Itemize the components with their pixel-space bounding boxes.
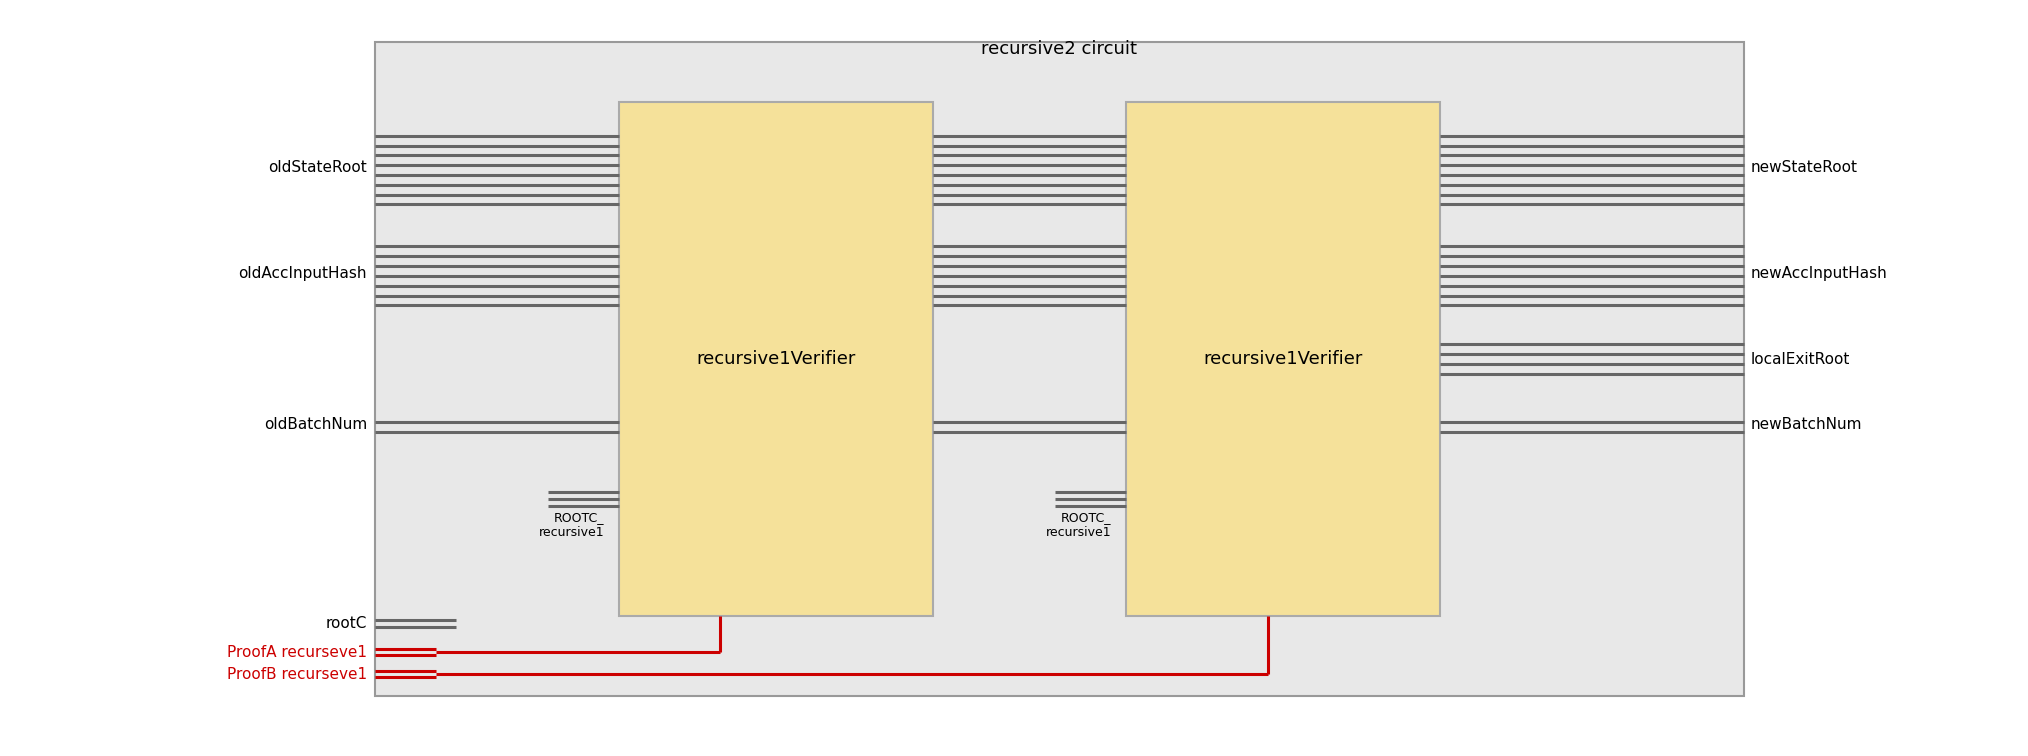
Text: recursive2 circuit: recursive2 circuit	[982, 40, 1136, 58]
Text: recursive1Verifier: recursive1Verifier	[1203, 350, 1363, 368]
Text: localExitRoot: localExitRoot	[1750, 352, 1850, 367]
Text: ProofB recurseve1: ProofB recurseve1	[227, 667, 367, 682]
Text: recursive1Verifier: recursive1Verifier	[696, 350, 856, 368]
Bar	[375, 42, 1744, 696]
Text: oldAccInputHash: oldAccInputHash	[239, 266, 367, 281]
Text: newStateRoot: newStateRoot	[1750, 160, 1858, 175]
Text: newAccInputHash: newAccInputHash	[1750, 266, 1886, 281]
Text: ROOTC_
recursive1: ROOTC_ recursive1	[1046, 511, 1111, 540]
Text: newBatchNum: newBatchNum	[1750, 417, 1862, 432]
Text: ROOTC_
recursive1: ROOTC_ recursive1	[539, 511, 604, 540]
Text: oldBatchNum: oldBatchNum	[264, 417, 367, 432]
Bar	[619, 102, 933, 616]
Text: oldStateRoot: oldStateRoot	[268, 160, 367, 175]
Bar	[1126, 102, 1440, 616]
Text: rootC: rootC	[327, 616, 367, 631]
Text: ProofA recurseve1: ProofA recurseve1	[227, 645, 367, 660]
